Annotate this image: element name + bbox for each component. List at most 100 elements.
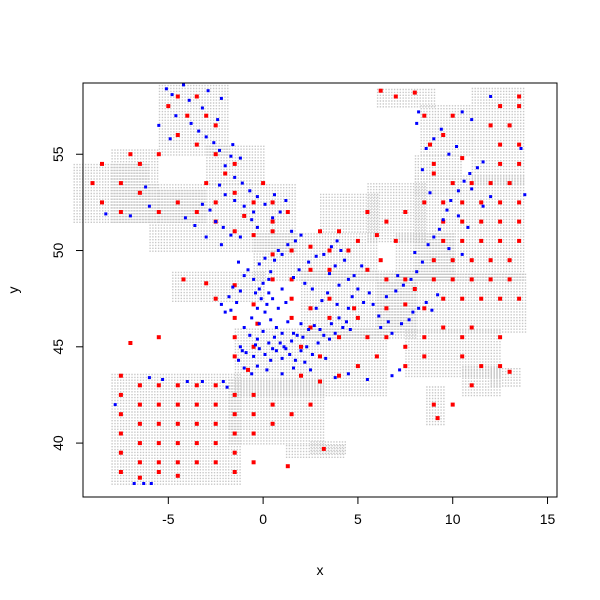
land-grid-dots (490, 368, 521, 387)
sample-points-layer (90, 88, 522, 480)
land-grid-dots (367, 183, 426, 243)
observed-point (218, 183, 221, 187)
sample-point (308, 244, 313, 249)
sample-point (270, 219, 275, 224)
land-region (206, 145, 265, 185)
observed-point (286, 243, 290, 247)
land-region (376, 273, 527, 333)
observed-point (455, 145, 458, 148)
observed-point (328, 272, 331, 276)
sample-point (232, 283, 237, 288)
land-grid-dots (471, 87, 525, 185)
sample-point (517, 238, 522, 243)
observed-point (216, 118, 220, 122)
land-region (158, 84, 229, 156)
observed-point (292, 276, 295, 279)
observed-point (235, 301, 239, 304)
observed-point (242, 274, 246, 278)
sample-point (156, 421, 161, 426)
land-grid-dots (376, 88, 436, 108)
observed-point (200, 380, 204, 383)
observed-point (310, 287, 314, 291)
observed-point (278, 341, 282, 345)
sample-point (327, 296, 332, 301)
observed-point (182, 83, 185, 87)
observed-point (280, 356, 284, 360)
sample-point (450, 113, 455, 118)
observed-point (292, 331, 295, 335)
observed-point (280, 331, 284, 335)
observed-point (346, 306, 350, 310)
observed-point (255, 225, 259, 229)
sample-point (365, 267, 370, 272)
sample-point (255, 321, 260, 326)
observed-point (384, 295, 388, 299)
observed-point (445, 208, 449, 212)
land-grid-dots (420, 105, 474, 156)
sample-point (337, 229, 341, 234)
sample-point (232, 315, 237, 320)
sample-point (337, 373, 341, 378)
observed-point (360, 264, 364, 268)
observed-point (269, 270, 273, 274)
x-tick-label: 5 (354, 511, 362, 527)
observed-point (345, 320, 348, 324)
sample-point (156, 460, 161, 465)
sample-point (246, 367, 250, 372)
observed-point (274, 349, 278, 353)
observed-point (206, 89, 210, 93)
sample-point (175, 94, 180, 99)
observed-point (436, 293, 440, 297)
observed-point (523, 193, 527, 197)
observed-point (273, 258, 276, 262)
observed-point (328, 337, 331, 341)
sample-point (213, 460, 218, 465)
sample-point (431, 258, 436, 263)
observed-point (208, 208, 212, 212)
observed-point (200, 106, 204, 110)
observed-point (255, 364, 259, 368)
observed-point (333, 264, 337, 268)
sample-point (137, 383, 142, 388)
observed-point (263, 202, 267, 206)
observed-point (238, 235, 242, 239)
sample-point (422, 354, 427, 359)
sample-point (213, 421, 218, 426)
observed-point (255, 337, 259, 341)
observed-point (265, 302, 269, 306)
observed-point (426, 243, 430, 247)
sample-point (118, 392, 123, 397)
observed-point (420, 168, 424, 172)
sample-point (156, 210, 161, 214)
observed-point (161, 378, 165, 381)
sample-point (137, 402, 142, 407)
observed-point (305, 345, 309, 349)
observed-point (242, 326, 246, 329)
observed-point (255, 195, 259, 199)
sample-point (431, 402, 436, 407)
sample-point (156, 441, 161, 446)
observed-point (352, 274, 356, 278)
observed-point (250, 218, 254, 222)
sample-point (118, 373, 123, 378)
observed-point (271, 216, 275, 220)
sample-point (469, 258, 474, 263)
observed-point (447, 152, 451, 156)
sample-point (156, 152, 161, 157)
land-region (376, 88, 436, 108)
observed-point (187, 98, 191, 102)
observed-point (183, 216, 187, 220)
observed-point (293, 358, 297, 362)
sample-point (498, 335, 503, 340)
sample-point (270, 229, 275, 234)
sample-point (384, 219, 389, 224)
sample-point (175, 133, 180, 137)
observed-point (248, 189, 252, 193)
sample-point (488, 258, 493, 263)
observed-point (238, 345, 242, 349)
observed-point (233, 199, 237, 202)
sample-point (498, 364, 503, 369)
observed-point (219, 243, 223, 247)
sample-point (384, 335, 389, 340)
observed-point (314, 306, 318, 310)
